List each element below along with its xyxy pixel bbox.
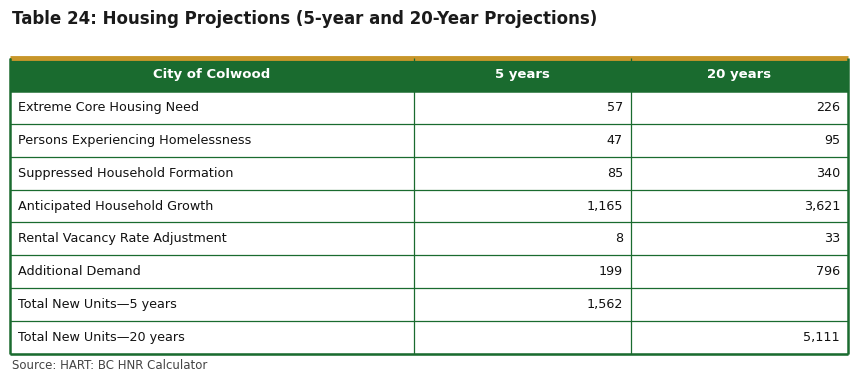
Text: Anticipated Household Growth: Anticipated Household Growth [18,200,214,212]
Text: 3,621: 3,621 [804,200,840,212]
Text: Table 24: Housing Projections (5-year and 20-Year Projections): Table 24: Housing Projections (5-year an… [12,10,597,28]
Text: 340: 340 [816,166,840,180]
Text: 1,562: 1,562 [587,298,623,311]
Text: 796: 796 [816,265,840,278]
Text: 85: 85 [607,166,623,180]
Text: Total New Units—5 years: Total New Units—5 years [18,298,177,311]
Text: Total New Units—20 years: Total New Units—20 years [18,331,184,344]
Text: 5 years: 5 years [495,68,550,81]
Text: Additional Demand: Additional Demand [18,265,141,278]
Text: Extreme Core Housing Need: Extreme Core Housing Need [18,101,199,114]
Text: Suppressed Household Formation: Suppressed Household Formation [18,166,233,180]
Text: 20 years: 20 years [707,68,771,81]
Text: Persons Experiencing Homelessness: Persons Experiencing Homelessness [18,134,251,147]
Text: 226: 226 [816,101,840,114]
Text: 47: 47 [607,134,623,147]
Text: 5,111: 5,111 [803,331,840,344]
Text: 1,165: 1,165 [587,200,623,212]
Bar [10,58,848,91]
Text: Rental Vacancy Rate Adjustment: Rental Vacancy Rate Adjustment [18,232,227,245]
Text: 95: 95 [824,134,840,147]
Text: 199: 199 [599,265,623,278]
Text: 33: 33 [824,232,840,245]
Text: 8: 8 [615,232,623,245]
Text: City of Colwood: City of Colwood [154,68,270,81]
Text: Source: HART: BC HNR Calculator: Source: HART: BC HNR Calculator [12,359,208,372]
Text: 57: 57 [607,101,623,114]
